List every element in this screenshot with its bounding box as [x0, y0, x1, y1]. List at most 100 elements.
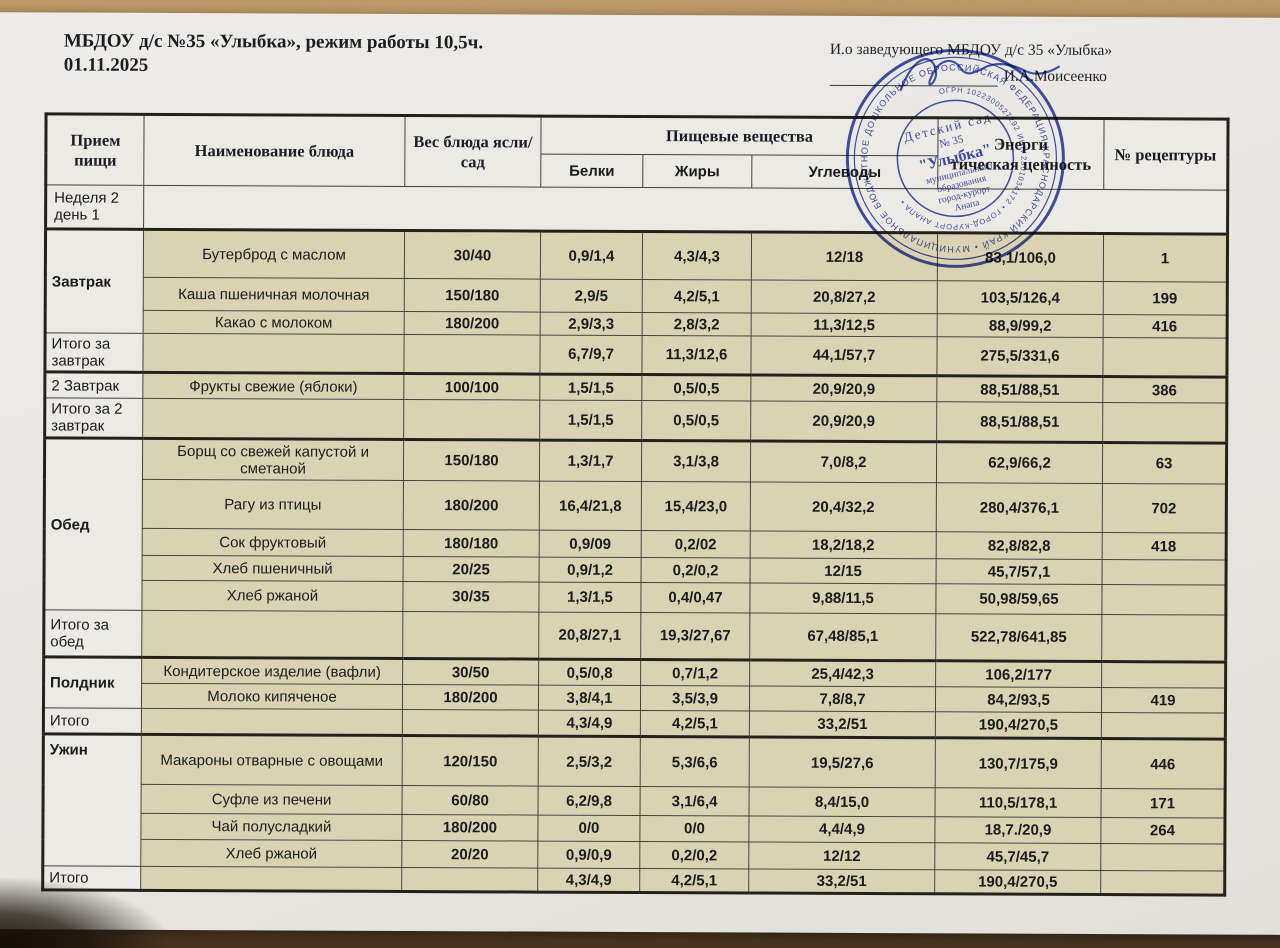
dish-name: Сок фруктовый: [142, 528, 404, 557]
col-header-recipe: № рецептуры: [1103, 118, 1229, 191]
totals-label: Итого: [43, 707, 142, 735]
dish-row: Обед Борщ со свежей капустой и сметаной 15…: [43, 437, 1227, 611]
dish-name: Рагу из птицы: [142, 479, 404, 530]
totals-row: Итого за 2 завтрак 1,5/1,5 0,5/0,5 20,9/20,…: [44, 397, 1227, 444]
portion-weight: 60/80: [402, 785, 539, 816]
dish-name: Чай полусладкий: [140, 813, 403, 841]
dish-name: Молоко кипяченое: [141, 683, 403, 710]
col-header-protein: Белки: [540, 154, 643, 188]
fat-value: 3,1/6,4: [640, 786, 750, 816]
energy-value: 88,51/88,51: [936, 375, 1103, 403]
energy-value: 280,4/376,1: [936, 482, 1103, 533]
fat-value: 0,4/0,47: [640, 582, 751, 613]
stamp-outer-ring: [845, 48, 1065, 268]
carbs-value: 8,4/15,0: [749, 786, 936, 817]
protein-value: 2,5/3,2: [538, 736, 641, 787]
portion-weight: 30/35: [402, 581, 540, 613]
energy-value: 103,5/126,4: [937, 280, 1104, 315]
portion-weight: 100/100: [403, 373, 540, 401]
portion-weight: 120/150: [402, 735, 539, 787]
dish-name: Суфле из печени: [141, 784, 403, 815]
protein-value: 1,3/1,5: [538, 582, 642, 613]
energy-value: 106,2/177: [935, 660, 1102, 688]
fat-value: 0,7/1,2: [640, 659, 750, 686]
totals-empty-weight: [403, 399, 540, 441]
totals-protein: 1,5/1,5: [539, 400, 642, 441]
totals-energy: 275,5/331,6: [936, 336, 1104, 377]
doc-title-line1: МБДОУ д/с №35 «Улыбка», режим работы 10,…: [63, 30, 484, 54]
recipe-number: 702: [1102, 483, 1227, 534]
totals-label: Итого: [42, 865, 141, 891]
portion-weight: 180/200: [402, 684, 539, 711]
portion-weight: 150/180: [403, 439, 540, 482]
protein-value: 0,9/1,2: [539, 557, 642, 583]
totals-empty-recipe: [1102, 402, 1227, 444]
dish-name: Хлеб ржаной: [140, 839, 402, 868]
col-header-fat: Жиры: [642, 154, 752, 188]
protein-value: 2,9/3,3: [540, 312, 643, 336]
dish-name: Какао с молоком: [143, 310, 405, 335]
dish-name: Кондитерское изделие (вафли): [141, 657, 403, 685]
portion-weight: 30/40: [404, 230, 541, 280]
fat-value: 0/0: [639, 815, 750, 842]
totals-empty-name: [142, 398, 404, 440]
recipe-number: 446: [1101, 738, 1226, 790]
stamp-inner-ring: [896, 99, 1015, 218]
stamp-center-text: Детский сад № 35 "Улыбка" муниципального…: [902, 109, 993, 214]
totals-label: Итого за обед: [43, 609, 142, 658]
energy-value: 62,9/66,2: [936, 441, 1103, 484]
portion-weight: 180/200: [401, 814, 539, 842]
totals-carbs: 67,48/85,1: [749, 612, 936, 661]
meal-row-label: Завтрак: [45, 228, 144, 334]
totals-fat: 0,5/0,5: [641, 400, 751, 441]
dish-name: Бутерброд с маслом: [143, 229, 405, 279]
fat-value: 2,8/3,2: [642, 312, 752, 336]
recipe-number: 418: [1102, 532, 1227, 561]
totals-carbs: 44,1/57,7: [750, 335, 938, 376]
dish-row: Каша пшеничная молочная 150/180 2,9/5 4,2/5…: [45, 277, 1228, 316]
energy-value: 18,7./20,9: [934, 816, 1102, 844]
totals-row: Итого 4,3/4,9 4,2/5,1 33,2/51 190,4/270,5: [42, 865, 1225, 896]
protein-value: 3,8/4,1: [538, 685, 641, 711]
fat-value: 0,2/02: [641, 530, 751, 558]
meal-row-label: 2 Завтрак: [44, 371, 143, 399]
recipe-number: [1102, 559, 1227, 586]
portion-weight: 180/200: [403, 480, 540, 531]
energy-value: 84,2/93,5: [935, 686, 1102, 713]
totals-empty-recipe: [1101, 712, 1226, 740]
energy-value: 130,7/175,9: [935, 737, 1102, 789]
totals-empty-name: [141, 610, 403, 659]
recipe-number: 199: [1103, 281, 1228, 316]
dish-name: Каша пшеничная молочная: [143, 277, 405, 312]
recipe-number: [1100, 843, 1225, 872]
portion-weight: 20/20: [401, 840, 538, 869]
totals-label: Итого за завтрак: [44, 332, 144, 373]
meal-row-label: Полдник: [43, 656, 142, 709]
week-day-label: Неделя 2 день 1: [45, 184, 144, 230]
carbs-value: 7,8/8,7: [749, 685, 936, 712]
portion-weight: 180/200: [404, 311, 541, 336]
fat-value: 0,5/0,5: [641, 374, 751, 401]
protein-value: 0,9/1,4: [540, 231, 643, 280]
carbs-value: 9,88/11,5: [749, 582, 937, 614]
carbs-value: 12/12: [748, 841, 935, 870]
totals-empty-recipe: [1100, 870, 1225, 896]
totals-energy: 190,4/270,5: [935, 711, 1102, 739]
portion-weight: 180/180: [403, 529, 540, 558]
totals-protein: 6,7/9,7: [539, 335, 643, 375]
totals-carbs: 20,9/20,9: [750, 400, 937, 442]
recipe-number: 1: [1103, 233, 1228, 283]
totals-empty-weight: [402, 709, 539, 737]
doc-date: 01.11.2025: [63, 54, 149, 76]
totals-fat: 11,3/12,6: [641, 335, 752, 375]
dish-name: Фрукты свежие (яблоки): [142, 372, 404, 400]
portion-weight: 150/180: [404, 278, 541, 313]
fat-value: 4,3/4,3: [642, 231, 752, 280]
protein-value: 0/0: [537, 815, 641, 842]
protein-value: 2,9/5: [540, 279, 643, 313]
dish-name: Борщ со свежей капустой и сметаной: [142, 438, 404, 481]
carbs-value: 20,9/20,9: [750, 374, 937, 402]
protein-value: 1,5/1,5: [539, 374, 642, 401]
totals-energy: 88,51/88,51: [936, 401, 1103, 443]
energy-value: 110,5/178,1: [935, 787, 1102, 818]
